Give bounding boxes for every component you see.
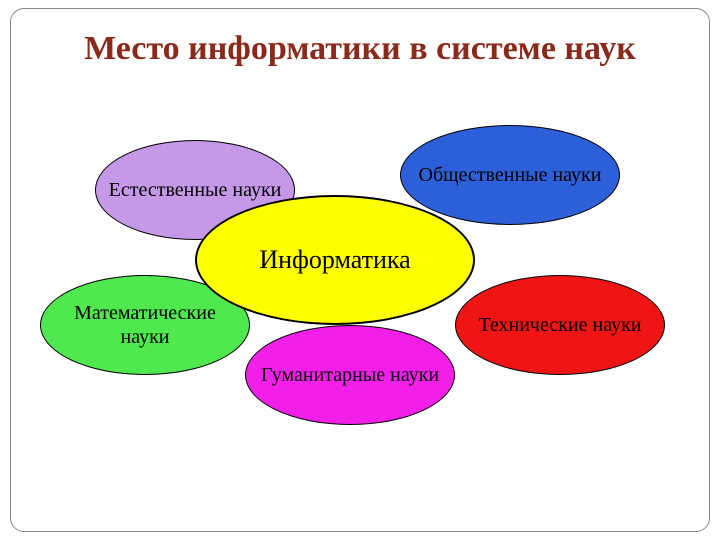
node-label: Математические науки [41, 301, 249, 349]
node-label: Гуманитарные науки [251, 363, 449, 387]
node-label: Информатика [249, 244, 420, 275]
node-label: Общественные науки [409, 163, 612, 187]
node-informatics: Информатика [195, 195, 475, 325]
node-label: Технические науки [468, 313, 651, 337]
node-social-sciences: Общественные науки [400, 125, 620, 225]
node-label: Естественные науки [99, 178, 292, 202]
node-technical-sciences: Технические науки [455, 275, 665, 375]
node-humanities: Гуманитарные науки [245, 325, 455, 425]
diagram-canvas: Естественные науки Общественные науки Ма… [0, 0, 720, 540]
